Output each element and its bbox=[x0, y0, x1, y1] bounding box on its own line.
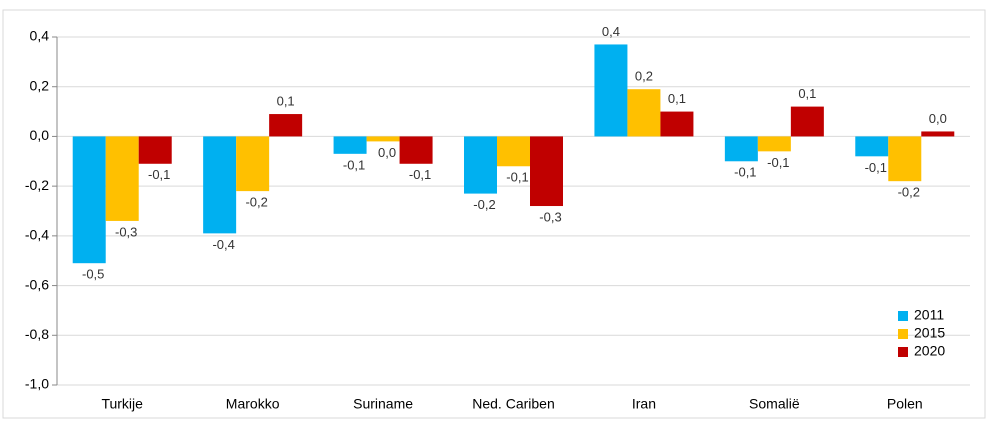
bar bbox=[790, 106, 824, 137]
bar bbox=[236, 136, 270, 192]
bar bbox=[888, 136, 922, 182]
legend-swatch bbox=[898, 311, 908, 321]
y-tick-label: -0,6 bbox=[25, 276, 49, 292]
value-label: -0,1 bbox=[148, 167, 170, 182]
bar bbox=[530, 136, 563, 207]
legend-label: 2020 bbox=[914, 343, 945, 359]
value-label: -0,1 bbox=[865, 160, 887, 175]
bar bbox=[497, 136, 530, 167]
legend-label: 2015 bbox=[914, 325, 945, 341]
y-tick-label: -0,8 bbox=[25, 326, 49, 342]
y-tick-label: -0,4 bbox=[25, 227, 49, 243]
value-label: 0,0 bbox=[929, 111, 947, 126]
y-tick-label: 0,0 bbox=[30, 127, 50, 143]
bar bbox=[105, 136, 139, 221]
y-tick-label: -0,2 bbox=[25, 177, 49, 193]
bar bbox=[366, 136, 400, 142]
bar bbox=[203, 136, 237, 234]
bar bbox=[333, 136, 367, 154]
x-tick-label: Iran bbox=[632, 396, 656, 412]
value-label: -0,1 bbox=[409, 167, 431, 182]
value-label: 0,4 bbox=[602, 24, 620, 39]
bar bbox=[269, 114, 303, 137]
value-label: -0,4 bbox=[212, 237, 234, 252]
value-label: 0,2 bbox=[635, 69, 653, 84]
legend-label: 2011 bbox=[914, 307, 944, 323]
legend-swatch bbox=[898, 347, 908, 357]
value-label: -0,1 bbox=[767, 155, 789, 170]
bar bbox=[138, 136, 172, 164]
value-label: -0,2 bbox=[245, 195, 267, 210]
bar bbox=[757, 136, 791, 152]
value-label: -0,1 bbox=[506, 170, 528, 185]
bar bbox=[594, 44, 628, 137]
bar bbox=[627, 89, 661, 137]
y-tick-label: 0,4 bbox=[30, 28, 50, 44]
value-label: -0,5 bbox=[82, 267, 104, 282]
bar bbox=[855, 136, 889, 157]
x-tick-label: Ned. Cariben bbox=[472, 396, 555, 412]
y-tick-label: 0,2 bbox=[30, 77, 50, 93]
value-label: 0,1 bbox=[277, 93, 295, 108]
chart-border bbox=[2, 9, 986, 419]
bar bbox=[660, 111, 694, 137]
y-tick-label: -1,0 bbox=[25, 376, 49, 392]
bar bbox=[72, 136, 106, 264]
value-label: 0,0 bbox=[378, 145, 396, 160]
value-label: -0,3 bbox=[115, 224, 137, 239]
legend-swatch bbox=[898, 329, 908, 339]
bar bbox=[399, 136, 433, 164]
x-tick-label: Turkije bbox=[101, 396, 143, 412]
x-tick-label: Polen bbox=[887, 396, 923, 412]
x-tick-label: Suriname bbox=[353, 396, 413, 412]
bar bbox=[724, 136, 758, 162]
x-tick-label: Somalië bbox=[749, 396, 800, 412]
value-label: -0,1 bbox=[343, 157, 365, 172]
value-label: -0,2 bbox=[898, 185, 920, 200]
value-label: -0,2 bbox=[473, 197, 495, 212]
x-tick-label: Marokko bbox=[226, 396, 280, 412]
value-label: -0,3 bbox=[539, 209, 561, 224]
value-label: -0,1 bbox=[734, 165, 756, 180]
value-label: 0,1 bbox=[668, 91, 686, 106]
bar bbox=[921, 131, 955, 137]
bar bbox=[464, 136, 497, 194]
value-label: 0,1 bbox=[798, 86, 816, 101]
